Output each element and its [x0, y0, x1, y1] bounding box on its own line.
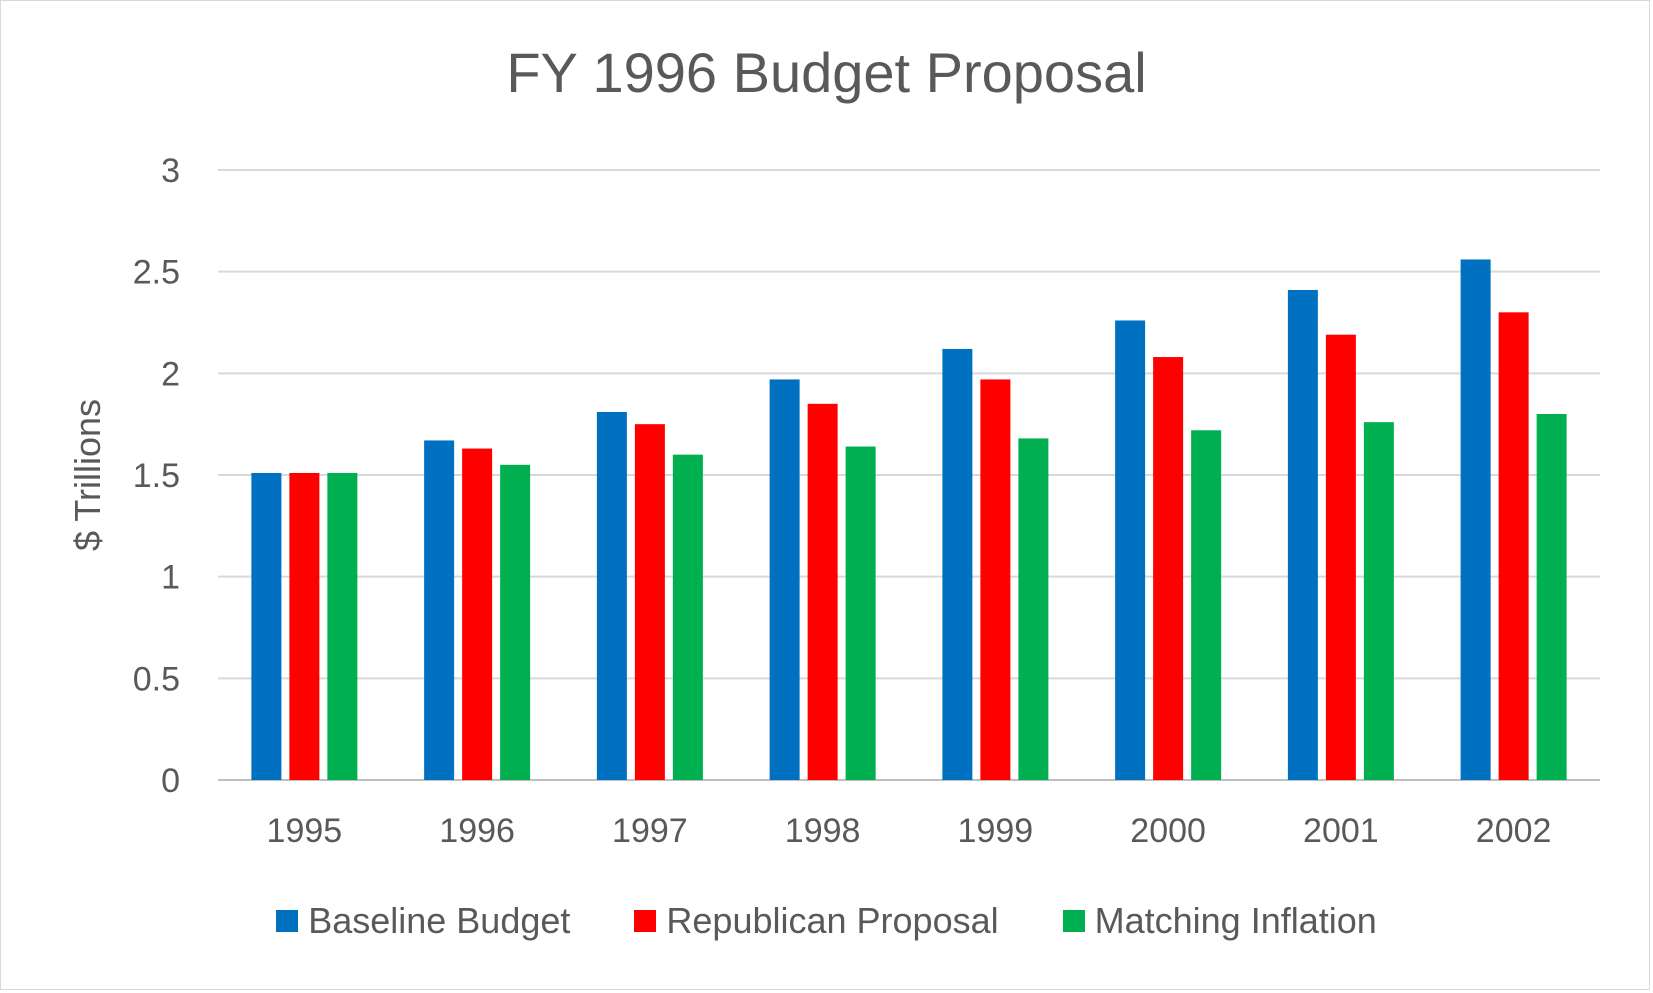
- bar-republican-proposal: [807, 403, 838, 780]
- bar-baseline-budget: [1287, 289, 1318, 780]
- x-tick-label: 2000: [1130, 812, 1206, 850]
- legend-label-baseline-budget: Baseline Budget: [308, 900, 571, 941]
- bar-matching-inflation: [500, 464, 531, 780]
- bar-matching-inflation: [1018, 438, 1049, 780]
- bar-matching-inflation: [845, 446, 876, 780]
- x-tick-label: 1999: [958, 812, 1034, 850]
- bar-matching-inflation: [1363, 422, 1394, 780]
- legend-swatch-matching-inflation: [1062, 910, 1085, 932]
- bar-matching-inflation: [1536, 414, 1567, 780]
- bar-republican-proposal: [1325, 334, 1356, 780]
- x-tick-label: 1995: [267, 812, 343, 850]
- x-tick-label: 1997: [612, 812, 688, 850]
- bar-republican-proposal: [462, 448, 493, 780]
- x-tick-label: 1998: [785, 812, 861, 850]
- bar-baseline-budget: [251, 472, 282, 780]
- bar-matching-inflation: [1191, 430, 1222, 780]
- legend-item-matching-inflation: Matching Inflation: [1062, 900, 1377, 942]
- bar-republican-proposal: [1153, 357, 1184, 780]
- bar-republican-proposal: [634, 424, 665, 780]
- y-tick-label: 1: [161, 559, 180, 597]
- legend-label-matching-inflation: Matching Inflation: [1094, 900, 1377, 941]
- chart-title: FY 1996 Budget Proposal: [506, 41, 1147, 104]
- chart-legend: Baseline Budget Republican Proposal Matc…: [0, 900, 1653, 942]
- y-tick-label: 2: [161, 355, 180, 393]
- bar-baseline-budget: [1460, 259, 1491, 780]
- bar-baseline-budget: [424, 440, 455, 780]
- bar-baseline-budget: [596, 411, 627, 780]
- y-tick-label: 1.5: [133, 457, 180, 495]
- legend-swatch-baseline-budget: [276, 910, 299, 932]
- x-tick-label: 2001: [1303, 812, 1379, 850]
- bar-baseline-budget: [1115, 320, 1146, 780]
- legend-item-baseline-budget: Baseline Budget: [276, 900, 570, 942]
- legend-label-republican-proposal: Republican Proposal: [666, 900, 999, 941]
- bar-baseline-budget: [942, 348, 973, 780]
- y-tick-label: 2.5: [133, 254, 180, 292]
- legend-swatch-republican-proposal: [634, 910, 657, 932]
- bar-republican-proposal: [1498, 312, 1529, 780]
- y-tick-label: 0: [161, 762, 180, 800]
- legend-item-republican-proposal: Republican Proposal: [634, 900, 999, 942]
- bar-matching-inflation: [327, 472, 358, 780]
- x-tick-label: 2002: [1476, 812, 1552, 850]
- bar-matching-inflation: [672, 454, 703, 780]
- bar-republican-proposal: [980, 379, 1011, 780]
- x-tick-label: 1996: [439, 812, 515, 850]
- y-axis-title: $ Trillions: [67, 399, 108, 551]
- bar-republican-proposal: [289, 472, 320, 780]
- bar-baseline-budget: [769, 379, 800, 780]
- y-tick-label: 3: [161, 152, 180, 190]
- y-tick-label: 0.5: [133, 660, 180, 698]
